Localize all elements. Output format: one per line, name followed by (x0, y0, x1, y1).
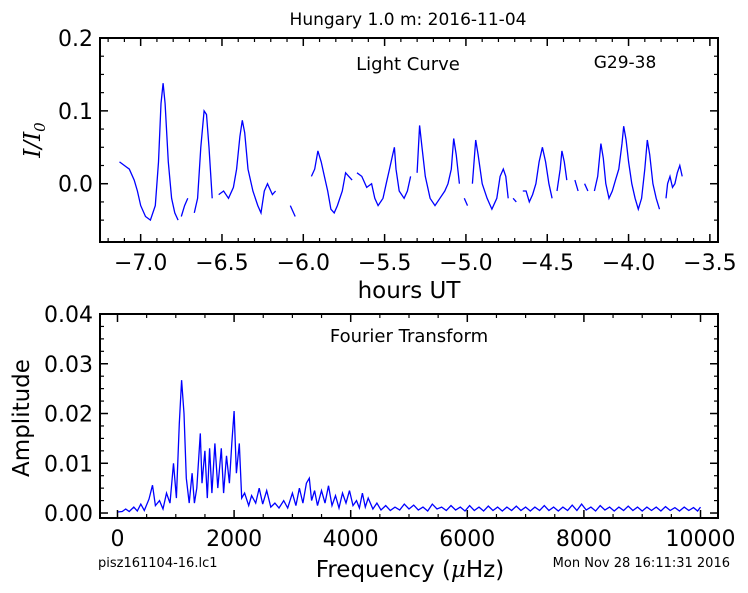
light-curve-segment (416, 125, 461, 207)
light-curve-segment (665, 163, 683, 199)
light-curve-xlabel: hours UT (358, 278, 462, 304)
x-tick-label: −4.0 (602, 251, 655, 276)
light-curve-segment (593, 126, 661, 212)
x-tick-label: −6.5 (195, 251, 248, 276)
fourier-title: Fourier Transform (330, 326, 488, 347)
x-tick-label: −6.0 (277, 251, 330, 276)
fourier-xlabel: Frequency (μHz) (316, 557, 504, 583)
light-curve-data (119, 83, 683, 222)
light-curve-panel: −7.0 −6.5 −6.0 −5.5 −5.0 −4.5 −4.0 −3.5 0.0 0.1 0.… (20, 27, 737, 304)
light-curve-segment (180, 198, 189, 217)
y-tick-label: 0.03 (44, 353, 93, 378)
fourier-data (117, 380, 702, 513)
y-tick-label: 0.0 (58, 173, 93, 198)
x-tick-label: −3.5 (683, 251, 736, 276)
light-curve-segment (574, 179, 579, 192)
fourier-ylabel: Amplitude (9, 359, 35, 477)
x-tick-label: −5.0 (439, 251, 492, 276)
y-tick-label: 0.00 (44, 502, 93, 527)
x-tick-label: 6000 (439, 527, 495, 552)
light-curve-segment (289, 205, 296, 217)
x-tick-label: −5.5 (358, 251, 411, 276)
x-tick-label: 4000 (323, 527, 379, 552)
light-curve-segment (193, 109, 213, 214)
y-tick-label: 0.1 (58, 100, 93, 125)
x-tick-label: 10000 (666, 527, 736, 552)
x-tick-label: 2000 (206, 527, 262, 552)
light-curve-segment (471, 139, 509, 211)
fourier-series-line (117, 380, 702, 513)
light-curve-ylabel: I/I0 (20, 122, 49, 159)
y-tick-label: 0.02 (44, 403, 93, 428)
x-tick-label: 8000 (556, 527, 612, 552)
light-curve-axes-frame (99, 37, 719, 243)
fourier-ticks: 0 2000 4000 6000 8000 10000 0.00 0.01 0.02 0.03 0.… (44, 303, 735, 552)
y-tick-label: 0.2 (58, 27, 93, 52)
footer-left: pisz161104-16.lc1 (98, 556, 217, 571)
light-curve-segment (356, 147, 412, 207)
light-curve-segment (522, 147, 553, 204)
y-tick-label: 0.04 (44, 303, 93, 328)
light-curve-ticks: −7.0 −6.5 −6.0 −5.5 −5.0 −4.5 −4.0 −3.5 0.0 0.1 0.… (58, 27, 737, 276)
light-curve-segment (310, 150, 353, 215)
y-tick-label: 0.01 (44, 452, 93, 477)
x-tick-label: −7.0 (114, 251, 167, 276)
fourier-panel: 0 2000 4000 6000 8000 10000 0.00 0.01 0.02 0.03 0.… (9, 303, 736, 583)
light-curve-segment (218, 120, 277, 216)
x-tick-label: 0 (110, 527, 124, 552)
light-curve-segment (119, 83, 179, 222)
light-curve-segment (463, 198, 469, 206)
figure-title: Hungary 1.0 m: 2016-11-04 (290, 10, 527, 30)
x-tick-label: −4.5 (521, 251, 574, 276)
light-curve-title: Light Curve (356, 54, 460, 75)
light-curve-segment (556, 150, 568, 192)
light-curve-segment (512, 197, 517, 203)
light-curve-annotation: G29-38 (594, 53, 657, 73)
light-curve-segment (584, 183, 589, 192)
footer-right: Mon Nov 28 16:11:31 2016 (553, 556, 730, 571)
